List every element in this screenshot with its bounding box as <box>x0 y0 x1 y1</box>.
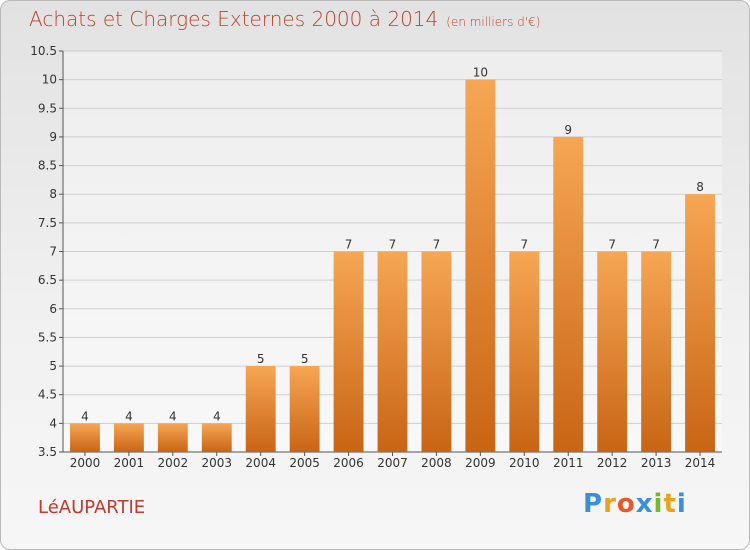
bar <box>289 366 320 452</box>
bar <box>333 251 364 452</box>
x-tick-label: 2010 <box>509 456 540 470</box>
proxiti-logo: Proxiti <box>583 489 687 519</box>
data-label: 7 <box>652 238 660 252</box>
data-label: 4 <box>213 409 221 423</box>
logo-letter: o <box>616 489 636 519</box>
logo-letter: r <box>603 489 617 519</box>
bar <box>201 423 232 452</box>
y-tick-label: 4.5 <box>38 388 57 402</box>
y-tick-label: 10 <box>42 73 57 87</box>
data-label: 7 <box>433 238 441 252</box>
y-tick-label: 4 <box>49 416 57 430</box>
y-tick-label: 3.5 <box>38 445 57 459</box>
y-tick-label: 6 <box>49 302 57 316</box>
x-tick-label: 2011 <box>553 456 584 470</box>
x-tick-label: 2007 <box>377 456 408 470</box>
chart-title: Achats et Charges Externes 2000 à 2014 (e… <box>29 7 541 31</box>
data-label: 7 <box>608 238 616 252</box>
data-label: 7 <box>345 238 353 252</box>
x-tick-label: 2000 <box>70 456 101 470</box>
data-label: 4 <box>125 409 133 423</box>
data-label: 4 <box>81 409 89 423</box>
x-tick-label: 2004 <box>245 456 276 470</box>
logo-letter: x <box>635 489 654 519</box>
x-tick-label: 2005 <box>289 456 320 470</box>
logo-letter: t <box>663 489 677 519</box>
chart-unit: (en milliers d'€) <box>446 15 541 29</box>
y-tick-label: 8.5 <box>38 159 57 173</box>
y-tick-label: 9.5 <box>38 101 57 115</box>
logo-letter: i <box>676 489 687 519</box>
x-tick-label: 2001 <box>114 456 145 470</box>
y-tick-label: 7 <box>49 245 57 259</box>
bar <box>70 423 100 452</box>
y-tick-label: 5.5 <box>38 330 57 344</box>
bar <box>509 251 540 452</box>
y-tick-label: 10.5 <box>30 44 57 58</box>
bar <box>597 251 628 452</box>
logo-letter: i <box>653 489 664 519</box>
bar <box>465 79 496 453</box>
y-tick-label: 9 <box>49 130 57 144</box>
data-label: 10 <box>473 66 488 80</box>
data-label: 7 <box>389 238 397 252</box>
bar <box>377 251 408 452</box>
x-tick-label: 2006 <box>333 456 364 470</box>
bar <box>553 136 584 452</box>
bar <box>641 251 672 452</box>
commune-name: LéAUPARTIE <box>38 497 146 518</box>
x-tick-label: 2008 <box>421 456 452 470</box>
x-tick-label: 2003 <box>201 456 232 470</box>
y-tick-label: 6.5 <box>38 273 57 287</box>
bar <box>157 423 188 452</box>
bar <box>685 194 715 452</box>
data-label: 5 <box>301 352 309 366</box>
y-tick-label: 8 <box>49 187 57 201</box>
logo-letter: P <box>583 489 604 519</box>
x-tick-label: 2012 <box>597 456 628 470</box>
x-tick-label: 2002 <box>158 456 189 470</box>
bar <box>421 251 452 452</box>
x-tick-label: 2009 <box>465 456 496 470</box>
x-tick-label: 2014 <box>685 456 716 470</box>
y-tick-label: 7.5 <box>38 216 57 230</box>
x-tick-label: 2013 <box>641 456 672 470</box>
bar <box>245 366 276 452</box>
data-label: 4 <box>169 409 177 423</box>
data-label: 5 <box>257 352 265 366</box>
data-label: 7 <box>520 238 528 252</box>
data-label: 9 <box>564 123 572 137</box>
data-label: 8 <box>696 180 704 194</box>
bar <box>113 423 144 452</box>
y-tick-label: 5 <box>49 359 57 373</box>
